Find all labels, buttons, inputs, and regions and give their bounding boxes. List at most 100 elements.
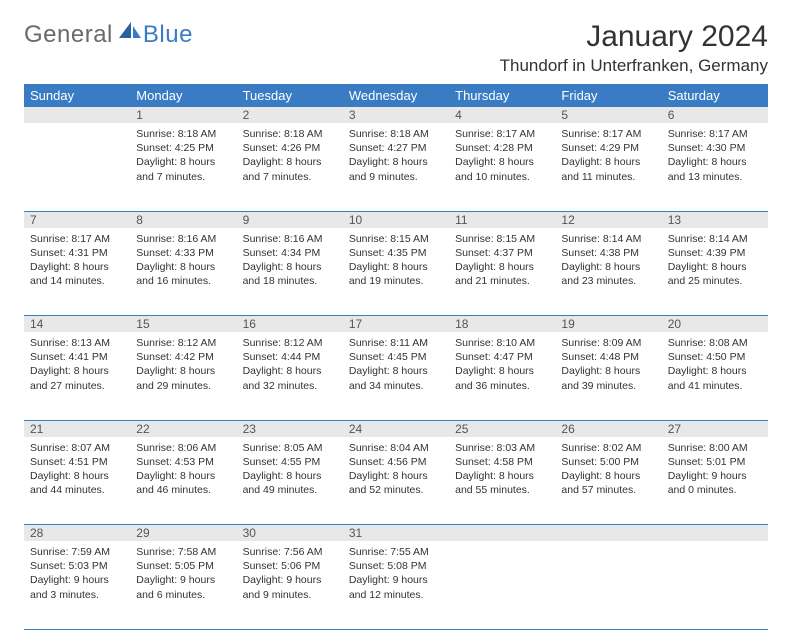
day-info: Sunrise: 8:18 AMSunset: 4:26 PMDaylight:… (241, 125, 339, 184)
sunrise-text: Sunrise: 8:16 AM (136, 232, 230, 246)
sunrise-text: Sunrise: 7:58 AM (136, 545, 230, 559)
daylight-text: Daylight: 8 hours and 14 minutes. (30, 260, 124, 288)
day-info-cell: Sunrise: 8:11 AMSunset: 4:45 PMDaylight:… (343, 332, 449, 420)
sunset-text: Sunset: 4:31 PM (30, 246, 124, 260)
day-info-cell (24, 123, 130, 211)
day-info-cell: Sunrise: 8:12 AMSunset: 4:44 PMDaylight:… (237, 332, 343, 420)
day-number-cell (24, 107, 130, 123)
sunset-text: Sunset: 4:42 PM (136, 350, 230, 364)
sunrise-text: Sunrise: 8:18 AM (243, 127, 337, 141)
weekday-header-row: SundayMondayTuesdayWednesdayThursdayFrid… (24, 84, 768, 107)
day-info-cell: Sunrise: 8:05 AMSunset: 4:55 PMDaylight:… (237, 437, 343, 525)
sunrise-text: Sunrise: 8:18 AM (349, 127, 443, 141)
day-info: Sunrise: 8:14 AMSunset: 4:39 PMDaylight:… (666, 230, 764, 289)
day-info-cell: Sunrise: 8:18 AMSunset: 4:27 PMDaylight:… (343, 123, 449, 211)
day-info-cell: Sunrise: 8:03 AMSunset: 4:58 PMDaylight:… (449, 437, 555, 525)
day-info: Sunrise: 8:17 AMSunset: 4:30 PMDaylight:… (666, 125, 764, 184)
daylight-text: Daylight: 9 hours and 9 minutes. (243, 573, 337, 601)
sunrise-text: Sunrise: 8:14 AM (668, 232, 762, 246)
day-number-cell: 15 (130, 316, 236, 333)
day-info: Sunrise: 8:10 AMSunset: 4:47 PMDaylight:… (453, 334, 551, 393)
daylight-text: Daylight: 8 hours and 52 minutes. (349, 469, 443, 497)
day-number-cell: 31 (343, 525, 449, 542)
daylight-text: Daylight: 8 hours and 44 minutes. (30, 469, 124, 497)
day-number-cell: 11 (449, 211, 555, 228)
brand-logo: GeneralBlue (24, 20, 193, 49)
day-info-cell (555, 541, 661, 629)
day-number-cell: 24 (343, 420, 449, 437)
sunset-text: Sunset: 5:03 PM (30, 559, 124, 573)
day-info: Sunrise: 8:18 AMSunset: 4:27 PMDaylight:… (347, 125, 445, 184)
day-number-cell: 6 (662, 107, 768, 123)
day-info-cell: Sunrise: 8:12 AMSunset: 4:42 PMDaylight:… (130, 332, 236, 420)
day-number-cell: 2 (237, 107, 343, 123)
sunset-text: Sunset: 5:01 PM (668, 455, 762, 469)
day-info: Sunrise: 8:15 AMSunset: 4:35 PMDaylight:… (347, 230, 445, 289)
day-number-row: 14151617181920 (24, 316, 768, 333)
weekday-header: Wednesday (343, 84, 449, 107)
sunset-text: Sunset: 4:47 PM (455, 350, 549, 364)
sunrise-text: Sunrise: 8:12 AM (243, 336, 337, 350)
day-info-row: Sunrise: 8:17 AMSunset: 4:31 PMDaylight:… (24, 228, 768, 316)
day-info-cell: Sunrise: 8:14 AMSunset: 4:39 PMDaylight:… (662, 228, 768, 316)
day-number-cell: 7 (24, 211, 130, 228)
sunrise-text: Sunrise: 7:55 AM (349, 545, 443, 559)
day-info: Sunrise: 8:13 AMSunset: 4:41 PMDaylight:… (28, 334, 126, 393)
day-number-cell: 12 (555, 211, 661, 228)
daylight-text: Daylight: 8 hours and 16 minutes. (136, 260, 230, 288)
sunrise-text: Sunrise: 8:04 AM (349, 441, 443, 455)
day-info: Sunrise: 8:16 AMSunset: 4:34 PMDaylight:… (241, 230, 339, 289)
day-info: Sunrise: 8:14 AMSunset: 4:38 PMDaylight:… (559, 230, 657, 289)
day-info: Sunrise: 8:04 AMSunset: 4:56 PMDaylight:… (347, 439, 445, 498)
sunset-text: Sunset: 4:35 PM (349, 246, 443, 260)
day-info-cell: Sunrise: 8:04 AMSunset: 4:56 PMDaylight:… (343, 437, 449, 525)
sunrise-text: Sunrise: 8:07 AM (30, 441, 124, 455)
day-number-cell: 8 (130, 211, 236, 228)
sunrise-text: Sunrise: 8:03 AM (455, 441, 549, 455)
day-number-cell: 3 (343, 107, 449, 123)
sunset-text: Sunset: 4:33 PM (136, 246, 230, 260)
day-number-cell: 30 (237, 525, 343, 542)
daylight-text: Daylight: 8 hours and 46 minutes. (136, 469, 230, 497)
day-number-cell: 26 (555, 420, 661, 437)
day-info: Sunrise: 8:03 AMSunset: 4:58 PMDaylight:… (453, 439, 551, 498)
day-info-cell: Sunrise: 8:18 AMSunset: 4:26 PMDaylight:… (237, 123, 343, 211)
day-info-cell: Sunrise: 7:58 AMSunset: 5:05 PMDaylight:… (130, 541, 236, 629)
day-info: Sunrise: 8:12 AMSunset: 4:42 PMDaylight:… (134, 334, 232, 393)
day-info: Sunrise: 8:09 AMSunset: 4:48 PMDaylight:… (559, 334, 657, 393)
day-number-row: 123456 (24, 107, 768, 123)
weekday-header: Friday (555, 84, 661, 107)
day-number-cell: 4 (449, 107, 555, 123)
day-info-cell: Sunrise: 8:09 AMSunset: 4:48 PMDaylight:… (555, 332, 661, 420)
day-info-cell: Sunrise: 8:06 AMSunset: 4:53 PMDaylight:… (130, 437, 236, 525)
day-info-row: Sunrise: 8:07 AMSunset: 4:51 PMDaylight:… (24, 437, 768, 525)
weekday-header: Sunday (24, 84, 130, 107)
day-info-row: Sunrise: 8:13 AMSunset: 4:41 PMDaylight:… (24, 332, 768, 420)
day-number-cell (555, 525, 661, 542)
daylight-text: Daylight: 8 hours and 18 minutes. (243, 260, 337, 288)
day-info: Sunrise: 7:55 AMSunset: 5:08 PMDaylight:… (347, 543, 445, 602)
day-info-cell: Sunrise: 8:17 AMSunset: 4:29 PMDaylight:… (555, 123, 661, 211)
daylight-text: Daylight: 8 hours and 57 minutes. (561, 469, 655, 497)
sunset-text: Sunset: 4:34 PM (243, 246, 337, 260)
daylight-text: Daylight: 9 hours and 0 minutes. (668, 469, 762, 497)
day-number-cell: 27 (662, 420, 768, 437)
day-info-cell: Sunrise: 8:16 AMSunset: 4:33 PMDaylight:… (130, 228, 236, 316)
sunrise-text: Sunrise: 8:12 AM (136, 336, 230, 350)
day-number-cell: 1 (130, 107, 236, 123)
sunrise-text: Sunrise: 8:11 AM (349, 336, 443, 350)
day-info: Sunrise: 7:58 AMSunset: 5:05 PMDaylight:… (134, 543, 232, 602)
day-info-cell: Sunrise: 8:18 AMSunset: 4:25 PMDaylight:… (130, 123, 236, 211)
sunrise-text: Sunrise: 8:17 AM (455, 127, 549, 141)
daylight-text: Daylight: 8 hours and 55 minutes. (455, 469, 549, 497)
day-info: Sunrise: 8:02 AMSunset: 5:00 PMDaylight:… (559, 439, 657, 498)
day-info: Sunrise: 8:00 AMSunset: 5:01 PMDaylight:… (666, 439, 764, 498)
day-info-cell: Sunrise: 8:13 AMSunset: 4:41 PMDaylight:… (24, 332, 130, 420)
day-info-cell: Sunrise: 8:15 AMSunset: 4:35 PMDaylight:… (343, 228, 449, 316)
sunset-text: Sunset: 4:38 PM (561, 246, 655, 260)
sunset-text: Sunset: 5:05 PM (136, 559, 230, 573)
sunset-text: Sunset: 4:27 PM (349, 141, 443, 155)
sunset-text: Sunset: 5:08 PM (349, 559, 443, 573)
daylight-text: Daylight: 8 hours and 36 minutes. (455, 364, 549, 392)
weekday-header: Monday (130, 84, 236, 107)
